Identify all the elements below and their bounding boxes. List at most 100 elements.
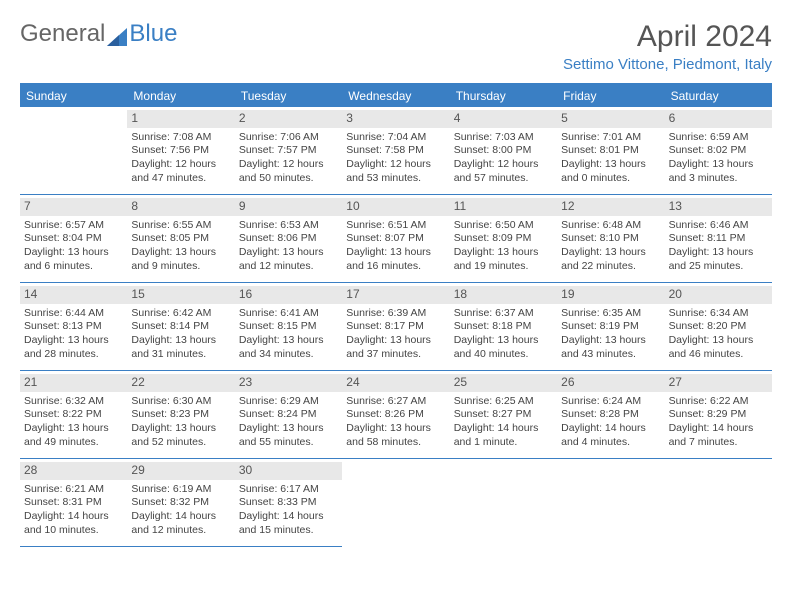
sunrise-text: Sunrise: 6:27 AM — [346, 395, 445, 409]
day-cell: 26Sunrise: 6:24 AMSunset: 8:28 PMDayligh… — [557, 371, 664, 459]
day-cell: 17Sunrise: 6:39 AMSunset: 8:17 PMDayligh… — [342, 283, 449, 371]
day-header: Monday — [127, 85, 234, 107]
day-cell: 24 Sunrise: 6:27 AMSunset: 8:26 PMDayligh… — [342, 371, 449, 459]
day-number: 20 — [665, 286, 772, 304]
day-header: Saturday — [665, 85, 772, 107]
daylight-text: Daylight: 13 hours and 49 minutes. — [24, 422, 123, 449]
sunrise-text: Sunrise: 6:29 AM — [239, 395, 338, 409]
day-cell: 12Sunrise: 6:48 AMSunset: 8:10 PMDayligh… — [557, 195, 664, 283]
daylight-text: Daylight: 13 hours and 43 minutes. — [561, 334, 660, 361]
sunrise-text: Sunrise: 7:01 AM — [561, 131, 660, 145]
daylight-text: Daylight: 13 hours and 22 minutes. — [561, 246, 660, 273]
daylight-text: Daylight: 13 hours and 52 minutes. — [131, 422, 230, 449]
sunset-text: Sunset: 8:07 PM — [346, 232, 445, 246]
day-header: Friday — [557, 85, 664, 107]
sunset-text: Sunset: 8:10 PM — [561, 232, 660, 246]
sunrise-text: Sunrise: 6:17 AM — [239, 483, 338, 497]
day-cell: 13Sunrise: 6:46 AMSunset: 8:11 PMDayligh… — [665, 195, 772, 283]
sunrise-text: Sunrise: 6:44 AM — [24, 307, 123, 321]
sunset-text: Sunset: 8:24 PM — [239, 408, 338, 422]
day-cell: 27Sunrise: 6:22 AMSunset: 8:29 PMDayligh… — [665, 371, 772, 459]
daylight-text: Daylight: 13 hours and 46 minutes. — [669, 334, 768, 361]
calendar-grid: SundayMondayTuesdayWednesdayThursdayFrid… — [20, 83, 772, 547]
sunrise-text: Sunrise: 6:25 AM — [454, 395, 553, 409]
day-number: 29 — [127, 462, 234, 480]
day-cell: 25Sunrise: 6:25 AMSunset: 8:27 PMDayligh… — [450, 371, 557, 459]
day-number: 13 — [665, 198, 772, 216]
day-number: 3 — [342, 110, 449, 128]
daylight-text: Daylight: 14 hours and 1 minute. — [454, 422, 553, 449]
day-number: 16 — [235, 286, 342, 304]
daylight-text: Daylight: 13 hours and 58 minutes. — [346, 422, 445, 449]
day-cell: 6Sunrise: 6:59 AMSunset: 8:02 PMDaylight… — [665, 107, 772, 195]
sunset-text: Sunset: 8:28 PM — [561, 408, 660, 422]
sunrise-text: Sunrise: 6:42 AM — [131, 307, 230, 321]
daylight-text: Daylight: 13 hours and 19 minutes. — [454, 246, 553, 273]
daylight-text: Daylight: 13 hours and 3 minutes. — [669, 158, 768, 185]
empty-cell — [557, 459, 664, 547]
day-cell: 16Sunrise: 6:41 AMSunset: 8:15 PMDayligh… — [235, 283, 342, 371]
day-header: Thursday — [450, 85, 557, 107]
day-cell: 4Sunrise: 7:03 AMSunset: 8:00 PMDaylight… — [450, 107, 557, 195]
day-cell: 5Sunrise: 7:01 AMSunset: 8:01 PMDaylight… — [557, 107, 664, 195]
header: General Blue April 2024 Settimo Vittone,… — [20, 20, 772, 73]
sunset-text: Sunset: 8:31 PM — [24, 496, 123, 510]
daylight-text: Daylight: 13 hours and 16 minutes. — [346, 246, 445, 273]
daylight-text: Daylight: 14 hours and 10 minutes. — [24, 510, 123, 537]
sunset-text: Sunset: 8:23 PM — [131, 408, 230, 422]
day-header: Wednesday — [342, 85, 449, 107]
day-cell: 7Sunrise: 6:57 AMSunset: 8:04 PMDaylight… — [20, 195, 127, 283]
day-number: 1 — [127, 110, 234, 128]
sunset-text: Sunset: 8:26 PM — [346, 408, 445, 422]
day-number: 8 — [127, 198, 234, 216]
sunset-text: Sunset: 8:20 PM — [669, 320, 768, 334]
logo-text-second: Blue — [129, 20, 177, 48]
daylight-text: Daylight: 14 hours and 7 minutes. — [669, 422, 768, 449]
sunset-text: Sunset: 8:29 PM — [669, 408, 768, 422]
daylight-text: Daylight: 13 hours and 34 minutes. — [239, 334, 338, 361]
day-cell: 19Sunrise: 6:35 AMSunset: 8:19 PMDayligh… — [557, 283, 664, 371]
sunrise-text: Sunrise: 6:22 AM — [669, 395, 768, 409]
sunset-text: Sunset: 8:11 PM — [669, 232, 768, 246]
day-number: 2 — [235, 110, 342, 128]
sunset-text: Sunset: 8:14 PM — [131, 320, 230, 334]
daylight-text: Daylight: 13 hours and 0 minutes. — [561, 158, 660, 185]
sunrise-text: Sunrise: 7:04 AM — [346, 131, 445, 145]
daylight-text: Daylight: 14 hours and 4 minutes. — [561, 422, 660, 449]
sunset-text: Sunset: 8:00 PM — [454, 144, 553, 158]
sunset-text: Sunset: 8:19 PM — [561, 320, 660, 334]
sunset-text: Sunset: 8:32 PM — [131, 496, 230, 510]
sunrise-text: Sunrise: 6:21 AM — [24, 483, 123, 497]
sunset-text: Sunset: 8:33 PM — [239, 496, 338, 510]
empty-cell — [342, 459, 449, 547]
sunset-text: Sunset: 7:57 PM — [239, 144, 338, 158]
sunset-text: Sunset: 8:06 PM — [239, 232, 338, 246]
day-number: 17 — [342, 286, 449, 304]
day-number: 15 — [127, 286, 234, 304]
sunrise-text: Sunrise: 6:46 AM — [669, 219, 768, 233]
sunset-text: Sunset: 8:02 PM — [669, 144, 768, 158]
day-number: 11 — [450, 198, 557, 216]
day-number: 23 — [235, 374, 342, 392]
sunrise-text: Sunrise: 6:50 AM — [454, 219, 553, 233]
sunrise-text: Sunrise: 7:08 AM — [131, 131, 230, 145]
sunrise-text: Sunrise: 6:41 AM — [239, 307, 338, 321]
sunset-text: Sunset: 8:01 PM — [561, 144, 660, 158]
sunrise-text: Sunrise: 6:32 AM — [24, 395, 123, 409]
day-number: 24 — [342, 374, 449, 392]
title-block: April 2024 Settimo Vittone, Piedmont, It… — [563, 20, 772, 73]
day-number: 28 — [20, 462, 127, 480]
sunrise-text: Sunrise: 6:53 AM — [239, 219, 338, 233]
day-cell: 18Sunrise: 6:37 AMSunset: 8:18 PMDayligh… — [450, 283, 557, 371]
daylight-text: Daylight: 12 hours and 47 minutes. — [131, 158, 230, 185]
empty-cell — [665, 459, 772, 547]
daylight-text: Daylight: 13 hours and 12 minutes. — [239, 246, 338, 273]
day-number: 14 — [20, 286, 127, 304]
day-number: 18 — [450, 286, 557, 304]
day-number: 12 — [557, 198, 664, 216]
day-number: 30 — [235, 462, 342, 480]
day-cell: 23Sunrise: 6:29 AMSunset: 8:24 PMDayligh… — [235, 371, 342, 459]
day-cell: 9Sunrise: 6:53 AMSunset: 8:06 PMDaylight… — [235, 195, 342, 283]
sunset-text: Sunset: 8:04 PM — [24, 232, 123, 246]
day-number: 4 — [450, 110, 557, 128]
